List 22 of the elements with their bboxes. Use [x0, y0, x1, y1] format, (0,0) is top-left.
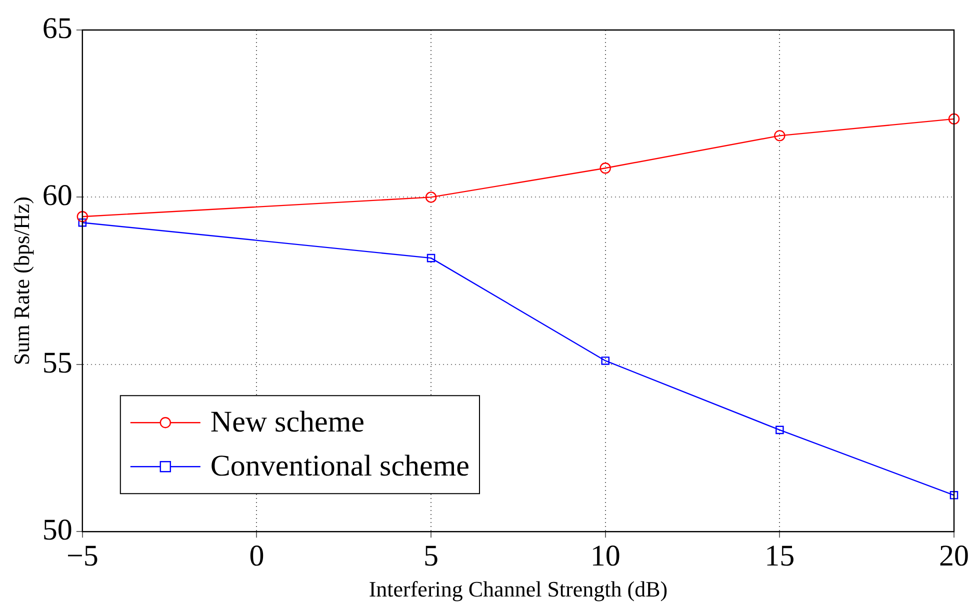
point — [425, 192, 437, 203]
legend-label: New scheme — [210, 405, 365, 438]
legend-label: Conventional scheme — [210, 449, 470, 482]
point — [78, 218, 87, 227]
point — [600, 162, 611, 174]
y-axis-title: Sum Rate (bps/Hz) — [8, 196, 34, 366]
x-tick-label: 5 — [424, 539, 439, 572]
point — [948, 113, 960, 125]
x-axis-title: Interfering Channel Strength (dB) — [368, 576, 668, 602]
point — [76, 210, 88, 222]
point — [774, 130, 786, 142]
y-tick-label: 55 — [42, 346, 72, 380]
y-tick-label: 60 — [42, 179, 72, 212]
x-tick-label: 10 — [590, 539, 620, 572]
point — [950, 491, 958, 500]
x-tick-label: 15 — [764, 539, 795, 572]
x-tick-label: 20 — [939, 539, 969, 572]
y-tick-label: 65 — [42, 12, 72, 45]
point — [776, 426, 784, 434]
point — [426, 254, 436, 262]
point — [601, 356, 610, 365]
x-tick-label: 0 — [249, 539, 264, 572]
